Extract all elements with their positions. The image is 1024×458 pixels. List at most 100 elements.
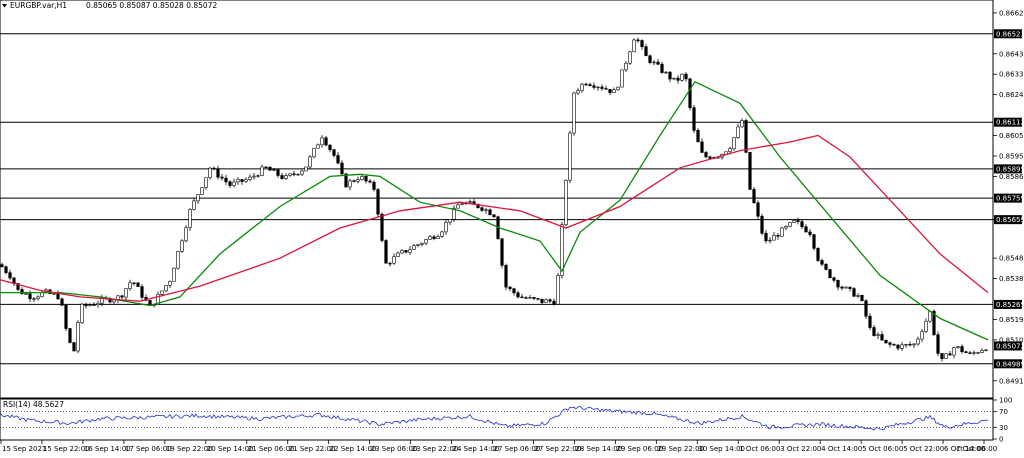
candle [124, 288, 128, 301]
candle [584, 82, 588, 86]
candle [72, 342, 76, 352]
level-price-tags: 0.86523 0.86112 0.85895 0.85759 0.85659 0.852… [994, 29, 1024, 369]
candlesticks [0, 37, 988, 362]
candle [776, 233, 780, 240]
candle [260, 164, 264, 177]
candle [84, 302, 88, 309]
candle [676, 75, 680, 84]
candle [248, 174, 252, 182]
main-plot-frame [0, 0, 994, 399]
candle [956, 346, 960, 349]
time-tick-label: 28 Sep 14:00 [575, 445, 622, 453]
candle [508, 285, 512, 292]
price-tick-label: 0.86335 [999, 71, 1024, 79]
candle [240, 179, 244, 185]
time-tick-label: 5 Oct 22:00 [903, 445, 944, 453]
time-tick-label: 20 Sep 14:00 [207, 445, 254, 453]
svg-text:0.85759: 0.85759 [996, 195, 1024, 203]
candle [184, 225, 188, 243]
horizontal-levels[interactable] [0, 33, 993, 365]
candle [588, 82, 592, 87]
candle [764, 230, 768, 244]
candle [952, 346, 956, 359]
candle [856, 293, 860, 298]
candle [432, 235, 436, 241]
candle [264, 166, 268, 169]
candle [968, 351, 972, 355]
candle [404, 250, 408, 254]
time-tick-label: 29 Sep 22:00 [657, 445, 704, 453]
rsi-line [0, 405, 989, 431]
chart-menu-triangle-icon[interactable] [2, 4, 7, 8]
candle [36, 295, 40, 301]
level-price-tag: 0.86112 [994, 117, 1024, 127]
candle [812, 233, 816, 251]
candle [596, 86, 600, 91]
candle [632, 38, 636, 53]
candle [68, 328, 72, 344]
candle [324, 135, 328, 147]
candle [336, 152, 340, 165]
candle [912, 343, 916, 348]
time-tick-label: 29 Sep 06:00 [616, 445, 663, 453]
candle [436, 234, 440, 240]
candle [60, 297, 64, 307]
candle [616, 86, 620, 91]
candle [864, 299, 868, 319]
chart-title: EURGBP.var,H1 0.85065 0.85087 0.85028 0.… [2, 1, 217, 10]
candle [524, 296, 528, 299]
candle [8, 269, 12, 281]
rsi-tick-label: 100 [999, 397, 1012, 405]
candle [604, 85, 608, 90]
candle [368, 178, 372, 184]
candle [652, 60, 656, 66]
candle [440, 230, 444, 239]
candle [684, 72, 688, 82]
candle [232, 178, 236, 188]
candle [808, 229, 812, 237]
time-tick-label: 15 Sep 2021 [2, 445, 46, 453]
rsi-plot-frame [0, 398, 994, 441]
candle [276, 169, 280, 178]
candle [388, 261, 392, 267]
candle [780, 226, 784, 237]
time-tick-label: 19 Sep 22:00 [166, 445, 213, 453]
candle [352, 179, 356, 183]
svg-text:0.85895: 0.85895 [996, 165, 1024, 173]
candle [532, 296, 536, 301]
candle [540, 298, 544, 305]
candle [12, 276, 16, 287]
candle [844, 286, 848, 289]
candle [128, 279, 132, 291]
candle [696, 128, 700, 143]
candle [200, 187, 204, 196]
candle [340, 160, 344, 176]
candle [824, 263, 828, 271]
candle [612, 87, 616, 93]
candle [492, 214, 496, 218]
candle [328, 144, 332, 153]
level-price-tag: 0.85759 [994, 193, 1024, 203]
candle [656, 58, 660, 66]
candle [4, 265, 8, 275]
candle [56, 290, 60, 300]
candle [680, 73, 684, 82]
candle [572, 91, 576, 136]
candle [924, 318, 928, 334]
candle [384, 239, 388, 264]
candle [316, 143, 320, 149]
svg-text:0.86523: 0.86523 [996, 30, 1024, 38]
candle [732, 137, 736, 151]
candle [552, 298, 556, 306]
time-tick-label: 22 Sep 14:00 [330, 445, 377, 453]
level-price-tag: 0.85895 [994, 164, 1024, 174]
candle [892, 343, 896, 346]
candle [348, 178, 352, 191]
candle [804, 224, 808, 233]
